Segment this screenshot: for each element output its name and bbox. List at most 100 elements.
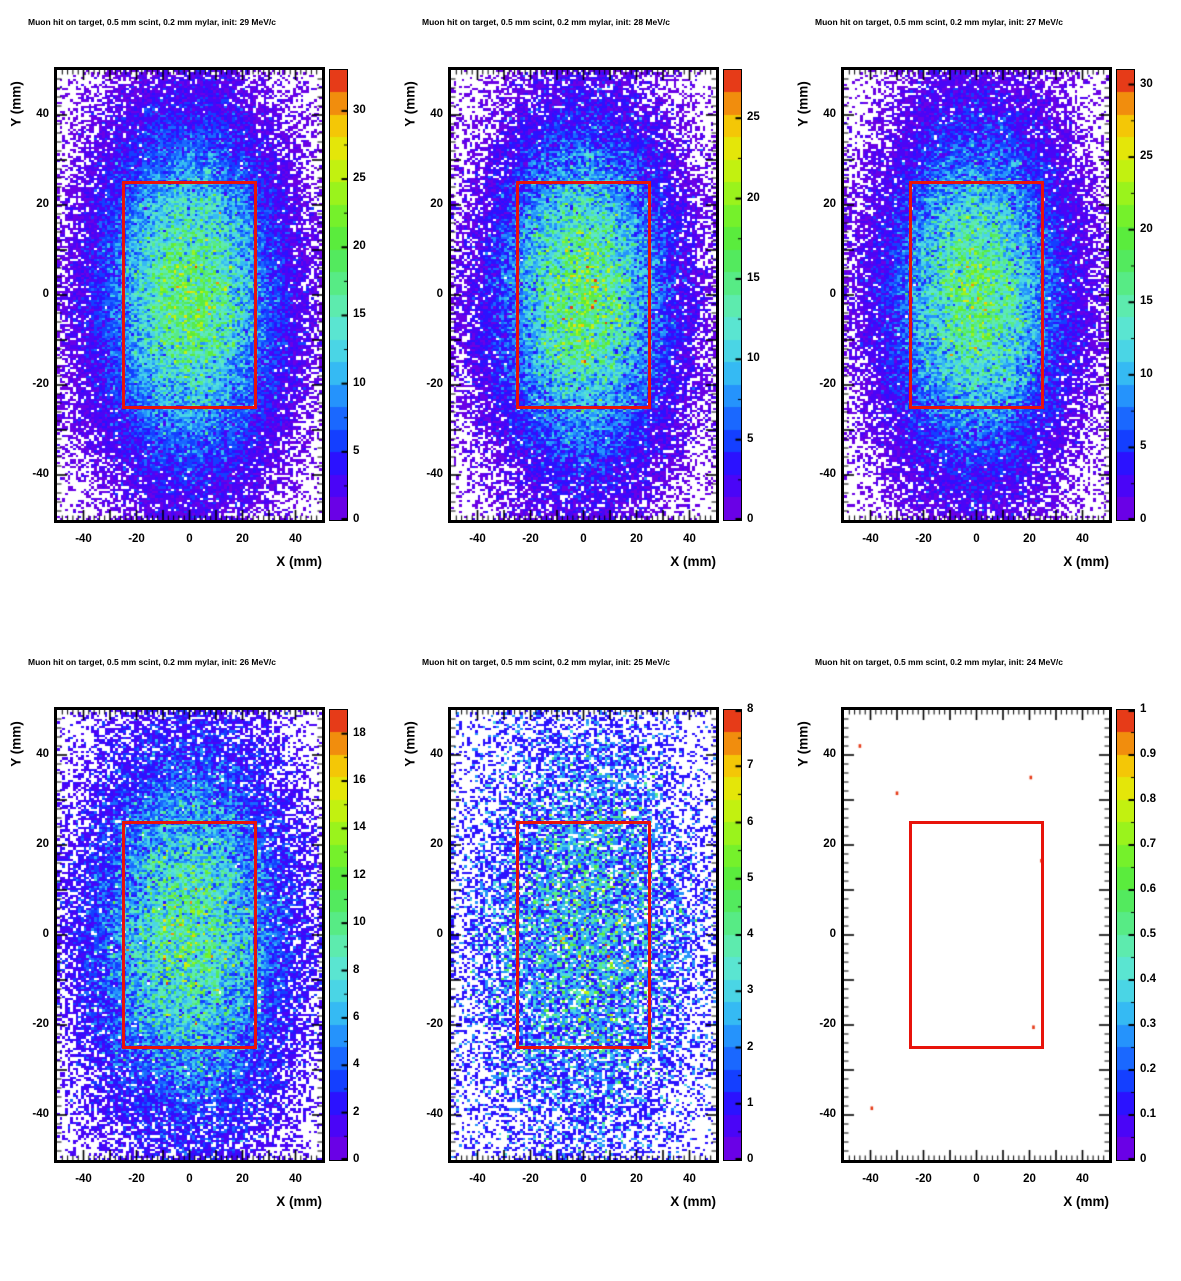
x-tick-label: 20	[236, 1173, 249, 1185]
colorbar-tick-label: 0.4	[1140, 973, 1156, 985]
colorbar-tick-label: 15	[1140, 295, 1153, 308]
colorbar-tick-label: 10	[1140, 367, 1153, 380]
x-axis-title: X (mm)	[276, 1194, 322, 1209]
colorbar-tick-label: 20	[1140, 222, 1153, 235]
colorbar-tick-label: 10	[747, 352, 760, 365]
colorbar-tick-label: 2	[353, 1105, 360, 1118]
x-tick-label: 40	[1076, 1173, 1089, 1185]
colorbar-tick-label: 15	[353, 308, 366, 321]
y-tick-label: 40	[430, 108, 443, 120]
x-axis-title: X (mm)	[670, 1194, 716, 1209]
y-tick-label: 0	[436, 928, 443, 940]
x-tick-label: 20	[630, 533, 643, 545]
colorbar-tick-label: 1	[747, 1096, 754, 1109]
colorbar-canvas	[1116, 69, 1135, 521]
panel-title: Muon hit on target, 0.5 mm scint, 0.2 mm…	[422, 657, 670, 667]
x-axis-title: X (mm)	[670, 554, 716, 569]
heatmap-canvas	[451, 710, 716, 1160]
x-tick-label: -40	[862, 1173, 879, 1185]
y-tick-label: -20	[426, 378, 443, 390]
x-tick-label: -20	[128, 1173, 145, 1185]
x-tick-label: -40	[469, 533, 486, 545]
colorbar-tick-label: 0	[353, 513, 360, 525]
x-tick-label: 0	[973, 533, 980, 545]
colorbar-tick-label: 15	[747, 271, 760, 284]
y-tick-label: 20	[823, 198, 836, 210]
colorbar-canvas	[1116, 709, 1135, 1161]
colorbar-tick-label: 0	[747, 513, 754, 525]
x-tick-label: 0	[580, 533, 587, 545]
y-tick-label: 40	[823, 748, 836, 760]
y-tick-label: -40	[426, 468, 443, 480]
x-tick-label: -20	[915, 1173, 932, 1185]
y-tick-label: -40	[32, 468, 49, 480]
colorbar-tick-label: 8	[353, 963, 360, 976]
x-tick-label: 20	[1023, 1173, 1036, 1185]
histogram-panel: Muon hit on target, 0.5 mm scint, 0.2 mm…	[787, 640, 1181, 1280]
y-tick-label: 20	[430, 838, 443, 850]
colorbar-tick-label: 5	[747, 432, 754, 445]
colorbar-tick-label: 7	[747, 759, 754, 772]
x-tick-label: -20	[915, 533, 932, 545]
x-tick-label: 0	[186, 1173, 193, 1185]
histogram-panel: Muon hit on target, 0.5 mm scint, 0.2 mm…	[787, 0, 1181, 640]
histogram-panel: Muon hit on target, 0.5 mm scint, 0.2 mm…	[0, 0, 394, 640]
y-tick-label: 40	[430, 748, 443, 760]
colorbar-tick-label: 20	[747, 191, 760, 204]
y-tick-label: 0	[829, 288, 836, 300]
heatmap-canvas	[57, 70, 322, 520]
panel-title: Muon hit on target, 0.5 mm scint, 0.2 mm…	[815, 657, 1063, 667]
x-tick-label: 40	[683, 533, 696, 545]
x-tick-label: 20	[1023, 533, 1036, 545]
y-tick-label: -40	[32, 1108, 49, 1120]
colorbar-tick-label: 0.6	[1140, 883, 1156, 895]
x-tick-label: 0	[186, 533, 193, 545]
y-tick-label: -40	[426, 1108, 443, 1120]
y-tick-label: 40	[823, 108, 836, 120]
heatmap-canvas	[844, 710, 1109, 1160]
histogram-panel: Muon hit on target, 0.5 mm scint, 0.2 mm…	[0, 640, 394, 1280]
y-tick-label: 0	[42, 288, 49, 300]
x-tick-label: -40	[75, 533, 92, 545]
heatmap-canvas	[451, 70, 716, 520]
y-tick-label: -20	[32, 378, 49, 390]
histogram-panel: Muon hit on target, 0.5 mm scint, 0.2 mm…	[394, 640, 788, 1280]
heatmap-canvas	[844, 70, 1109, 520]
y-tick-label: -20	[819, 378, 836, 390]
y-tick-label: 40	[36, 108, 49, 120]
y-tick-label: -40	[819, 1108, 836, 1120]
x-tick-label: 0	[973, 1173, 980, 1185]
colorbar-tick-label: 12	[353, 868, 366, 881]
y-tick-label: -20	[426, 1018, 443, 1030]
panel-title: Muon hit on target, 0.5 mm scint, 0.2 mm…	[28, 657, 276, 667]
y-tick-label: 20	[36, 838, 49, 850]
histogram-panel: Muon hit on target, 0.5 mm scint, 0.2 mm…	[394, 0, 788, 640]
panel-title: Muon hit on target, 0.5 mm scint, 0.2 mm…	[422, 17, 670, 27]
colorbar-tick-label: 0.3	[1140, 1018, 1156, 1030]
y-tick-label: -20	[819, 1018, 836, 1030]
colorbar-tick-label: 0	[353, 1153, 360, 1165]
colorbar-tick-label: 25	[1140, 150, 1153, 163]
x-tick-label: 40	[1076, 533, 1089, 545]
x-tick-label: -40	[75, 1173, 92, 1185]
y-tick-label: 20	[430, 198, 443, 210]
panel-title: Muon hit on target, 0.5 mm scint, 0.2 mm…	[815, 17, 1063, 27]
x-tick-label: 40	[289, 1173, 302, 1185]
colorbar-tick-label: 0.9	[1140, 748, 1156, 760]
x-axis-title: X (mm)	[1063, 1194, 1109, 1209]
y-tick-label: 0	[42, 928, 49, 940]
colorbar-tick-label: 0	[747, 1153, 754, 1165]
x-axis-title: X (mm)	[276, 554, 322, 569]
colorbar-canvas	[329, 69, 348, 521]
colorbar-tick-label: 25	[353, 172, 366, 185]
colorbar-tick-label: 0.5	[1140, 928, 1156, 940]
colorbar-tick-label: 5	[353, 444, 360, 457]
colorbar-tick-label: 16	[353, 774, 366, 787]
colorbar-tick-label: 14	[353, 821, 366, 834]
y-tick-label: 0	[829, 928, 836, 940]
colorbar-tick-label: 30	[1140, 77, 1153, 90]
colorbar-tick-label: 2	[747, 1040, 754, 1053]
colorbar-tick-label: 18	[353, 726, 366, 739]
colorbar-tick-label: 5	[1140, 440, 1147, 453]
